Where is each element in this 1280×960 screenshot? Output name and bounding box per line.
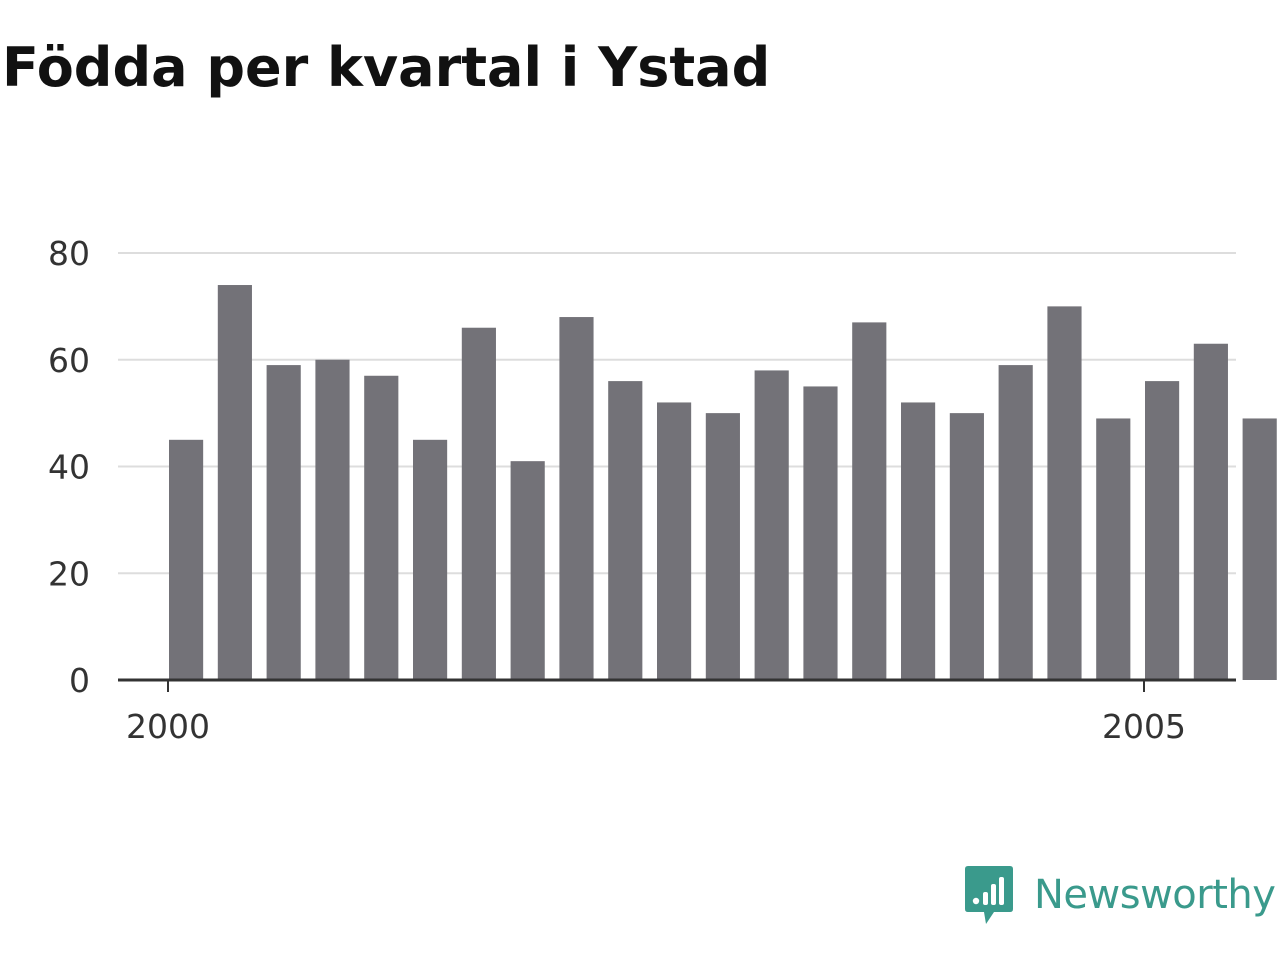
bar [754,370,789,680]
bar [1145,381,1180,680]
bar [803,386,838,680]
bar [949,413,984,680]
bar [217,285,252,680]
tick-labels: 02040608046200020052010201520202025 [48,234,1186,746]
x-tick-label: 2000 [126,707,210,746]
page-title: Födda per kvartal i Ystad [2,36,771,99]
bar [461,327,496,680]
bar [266,365,301,680]
x-tick-label: 2005 [1102,707,1186,746]
y-tick-label: 20 [48,554,90,593]
bar [1193,343,1228,680]
bar-chart: 02040608046200020052010201520202025 [48,234,1277,746]
bar [657,402,692,680]
y-tick-label: 80 [48,234,90,273]
bar [1096,418,1131,680]
y-tick-label: 60 [48,341,90,380]
axes [118,678,1236,692]
newsworthy-logo[interactable]: Newsworthy [964,864,1276,926]
bar [608,381,643,680]
brand-name: Newsworthy [1034,872,1276,918]
bar [364,375,399,680]
bar [510,461,545,680]
bar [705,413,740,680]
bar [901,402,936,680]
bar [169,439,204,680]
y-tick-label: 0 [69,661,90,700]
newsworthy-logo-icon [965,866,1013,924]
y-tick-label: 40 [48,448,90,487]
bar [1047,306,1082,680]
bar [1242,418,1277,680]
bar [413,439,448,680]
bar [998,365,1033,680]
bar [559,317,594,680]
bar [852,322,887,680]
bar [315,359,350,680]
bars [169,285,1277,680]
